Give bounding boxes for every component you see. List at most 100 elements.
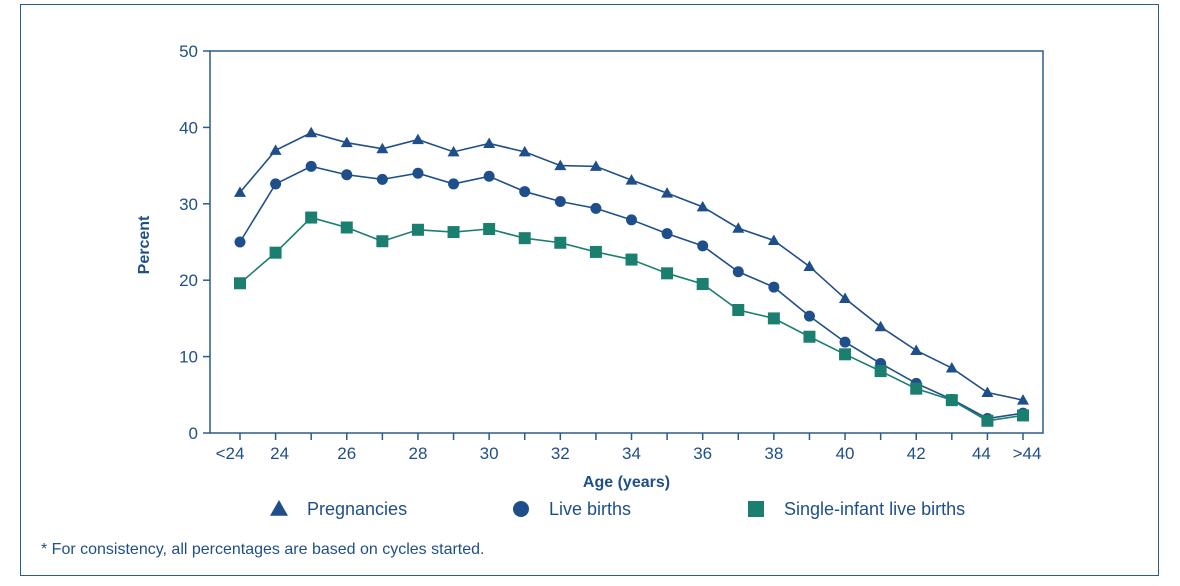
plot-area-border <box>209 50 1044 434</box>
triangle-marker <box>874 320 887 332</box>
x-tick-label: 44 <box>972 444 991 463</box>
triangle-marker <box>589 160 602 171</box>
x-axis-title: Age (years) <box>583 474 670 491</box>
triangle-marker <box>803 260 816 271</box>
square-marker <box>376 235 389 248</box>
chart-frame: 0 10 20 30 40 50 <24 24 26 28 30 32 34 36 38 40 42 44 >44… <box>20 4 1159 576</box>
x-tick-label: 30 <box>480 444 499 463</box>
square-marker <box>518 232 531 245</box>
circle-marker <box>768 281 780 293</box>
circle-marker <box>341 169 353 181</box>
triangle-marker <box>518 145 531 157</box>
y-tick-label: 20 <box>179 271 198 290</box>
y-tick-label: 10 <box>179 348 198 367</box>
triangle-marker <box>767 234 780 245</box>
line-chart: 0 10 20 30 40 50 <24 24 26 28 30 32 34 36 38 40 42 44 >44… <box>41 42 1044 558</box>
circle-marker <box>270 178 282 190</box>
triangle-marker <box>411 133 424 145</box>
square-marker <box>411 223 424 236</box>
triangle-marker <box>732 222 745 233</box>
square-marker <box>732 303 745 316</box>
square-marker <box>269 246 282 259</box>
square-marker <box>554 236 567 249</box>
circle-marker <box>513 501 529 517</box>
square-marker <box>803 330 816 343</box>
square-marker <box>661 267 674 280</box>
square-marker <box>1017 409 1029 422</box>
triangle-marker <box>625 174 638 185</box>
triangle-marker <box>270 500 288 516</box>
legend-label: Live births <box>549 499 631 519</box>
triangle-marker <box>554 159 567 171</box>
square-marker <box>234 277 246 290</box>
square-marker <box>625 253 638 266</box>
x-tick-label: 36 <box>693 444 712 463</box>
footnote: * For consistency, all percentages are b… <box>41 541 484 558</box>
circle-marker <box>412 167 424 179</box>
triangle-marker <box>910 344 923 355</box>
square-marker <box>874 365 887 378</box>
y-tick-label: 0 <box>189 424 198 443</box>
circle-marker <box>305 160 317 172</box>
axes <box>209 50 1044 434</box>
triangle-marker <box>1017 394 1029 405</box>
x-tick-label: 34 <box>622 444 641 463</box>
triangle-marker <box>981 386 994 398</box>
triangle-marker <box>340 136 353 148</box>
x-tick-label: 38 <box>764 444 783 463</box>
y-tick-label: 40 <box>179 118 198 137</box>
square-marker <box>839 348 852 361</box>
triangle-marker <box>483 137 496 148</box>
circle-marker <box>554 196 566 208</box>
circle-marker <box>697 240 709 252</box>
legend-label: Pregnancies <box>307 499 407 519</box>
circle-marker <box>483 170 495 182</box>
square-marker <box>945 394 958 407</box>
circle-marker <box>234 236 246 248</box>
circle-marker <box>661 228 673 240</box>
square-marker <box>767 312 780 325</box>
x-tick-label: <24 <box>216 444 245 463</box>
circle-marker <box>626 214 637 226</box>
square-marker <box>447 226 460 239</box>
circle-marker <box>376 173 388 185</box>
x-tick-label: 32 <box>551 444 570 463</box>
series-layer <box>234 126 1029 427</box>
legend-label: Single-infant live births <box>784 499 965 519</box>
triangle-marker <box>661 187 674 198</box>
x-ticks: <24 24 26 28 30 32 34 36 38 40 42 44 >44 <box>216 433 1042 463</box>
square-marker <box>305 211 318 224</box>
triangle-marker <box>234 186 246 197</box>
square-marker <box>340 221 353 234</box>
circle-marker <box>519 186 531 198</box>
series-line <box>239 131 1024 401</box>
square-marker <box>589 245 602 258</box>
x-tick-label: 42 <box>907 444 926 463</box>
triangle-marker <box>696 200 709 212</box>
square-marker <box>696 278 709 291</box>
series-line <box>239 165 1024 420</box>
series-single-infant-live-births <box>234 211 1029 427</box>
square-marker <box>910 382 923 395</box>
series-pregnancies <box>234 126 1029 405</box>
x-tick-label: >44 <box>1013 444 1042 463</box>
circle-marker <box>448 178 460 190</box>
circle-marker <box>803 310 815 322</box>
series-line <box>239 216 1024 422</box>
y-ticks: 0 10 20 30 40 50 <box>179 42 210 443</box>
square-marker <box>748 501 764 517</box>
circle-marker <box>590 202 602 214</box>
triangle-marker <box>305 126 318 138</box>
legend: Pregnancies Live births Single-infant live… <box>270 499 965 519</box>
x-tick-label: 28 <box>408 444 427 463</box>
y-tick-label: 50 <box>179 42 198 61</box>
triangle-marker <box>945 362 958 373</box>
circle-marker <box>732 266 744 278</box>
triangle-marker <box>447 145 460 157</box>
x-tick-label: 40 <box>836 444 855 463</box>
square-marker <box>483 223 496 236</box>
y-axis-title: Percent <box>136 215 153 274</box>
square-marker <box>981 414 994 427</box>
x-tick-label: 24 <box>270 444 289 463</box>
x-tick-label: 26 <box>337 444 356 463</box>
